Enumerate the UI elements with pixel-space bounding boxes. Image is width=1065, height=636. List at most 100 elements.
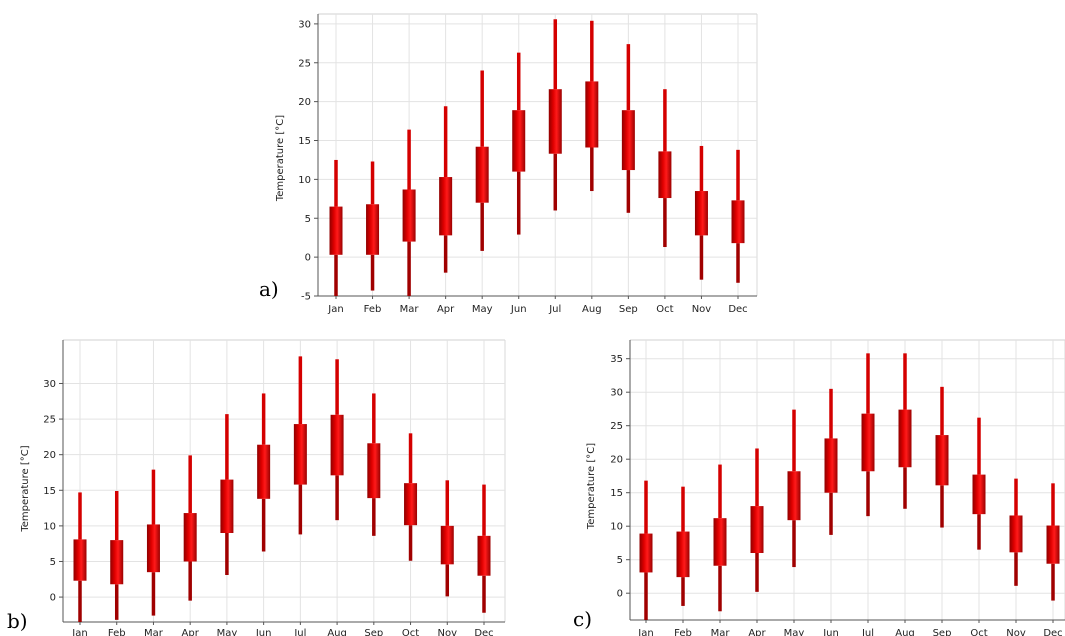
- y-tick-label: 25: [298, 58, 311, 69]
- x-tick-label: Jun: [822, 628, 839, 636]
- x-tick-label: Jan: [637, 628, 653, 636]
- y-tick-label: 5: [617, 555, 623, 566]
- box-oct: [972, 474, 986, 515]
- x-tick-label: Oct: [656, 304, 673, 315]
- x-tick-label: May: [784, 628, 805, 636]
- box-sep: [367, 443, 381, 499]
- box-apr: [183, 513, 197, 562]
- x-tick-label: Sep: [619, 304, 638, 315]
- x-tick-label: Aug: [895, 628, 915, 636]
- x-tick-label: Dec: [474, 628, 493, 636]
- x-tick-label: Jul: [861, 628, 874, 636]
- box-dec: [731, 200, 745, 244]
- box-jun: [824, 438, 838, 493]
- y-tick-label: 10: [298, 175, 311, 186]
- x-tick-label: Dec: [1043, 628, 1062, 636]
- x-tick-label: Jun: [255, 628, 272, 636]
- y-tick-label: 0: [50, 593, 56, 604]
- box-oct: [404, 483, 418, 526]
- y-tick-label: -5: [301, 292, 311, 303]
- box-mar: [146, 524, 160, 573]
- y-tick-label: 15: [298, 136, 311, 147]
- chart-panel-b: 0 5 10 15 20 25 30 Temperature [°C] Jan Feb Mar Apr…: [7, 339, 506, 636]
- y-tick-label: 20: [610, 455, 623, 466]
- box-dec: [477, 535, 491, 576]
- box-nov: [1009, 515, 1023, 553]
- x-tick-label: Mar: [400, 304, 420, 315]
- y-tick-label: 25: [43, 415, 56, 426]
- x-tick-label: Nov: [438, 628, 458, 636]
- y-tick-label: 20: [298, 97, 311, 108]
- x-tick-label: Aug: [582, 304, 602, 315]
- x-tick-label: Dec: [728, 304, 747, 315]
- y-tick-label: 5: [50, 557, 56, 568]
- x-tick-label: Nov: [1006, 628, 1026, 636]
- y-tick-label: 25: [610, 421, 623, 432]
- panel-label: b): [7, 609, 28, 633]
- y-tick-label: 10: [610, 522, 623, 533]
- x-tick-label: Apr: [748, 628, 766, 636]
- x-tick-label: Jan: [327, 304, 343, 315]
- y-tick-label: 0: [617, 589, 623, 600]
- y-tick-label: 10: [43, 521, 56, 532]
- x-tick-label: Feb: [674, 628, 692, 636]
- box-apr: [439, 177, 453, 236]
- y-tick-label: 15: [610, 488, 623, 499]
- y-tick-label: 30: [298, 19, 311, 30]
- x-tick-label: Aug: [327, 628, 347, 636]
- x-tick-label: May: [472, 304, 493, 315]
- y-axis-label: Temperature [°C]: [586, 443, 597, 530]
- box-may: [787, 471, 801, 521]
- y-tick-label: 30: [43, 379, 56, 390]
- chart-panel-c: 0 5 10 15 20 25 30 35 Temperature [°C] Jan Feb Mar A…: [573, 339, 1065, 636]
- y-tick-label: 0: [305, 253, 311, 264]
- x-tick-label: Apr: [437, 304, 455, 315]
- box-mar: [713, 518, 727, 566]
- box-nov: [440, 525, 454, 565]
- y-tick-label: 20: [43, 450, 56, 461]
- x-tick-label: Oct: [970, 628, 987, 636]
- box-jul: [548, 89, 562, 154]
- x-tick-label: Jan: [71, 628, 87, 636]
- box-jun: [512, 110, 526, 172]
- panel-label: a): [259, 277, 279, 301]
- x-tick-label: Feb: [108, 628, 126, 636]
- panel-label: c): [573, 607, 592, 631]
- x-tick-label: Nov: [692, 304, 712, 315]
- chart-panel-a: -5 0 5 10 15 20 25 30 Temperature [°C] Jan Feb Mar A…: [259, 13, 758, 315]
- box-jun: [257, 444, 271, 499]
- y-tick-label: 15: [43, 486, 56, 497]
- x-tick-label: Sep: [933, 628, 952, 636]
- y-tick-label: 30: [610, 388, 623, 399]
- x-tick-label: Apr: [182, 628, 200, 636]
- x-tick-label: Sep: [364, 628, 383, 636]
- box-mar: [402, 189, 416, 242]
- box-feb: [110, 540, 124, 585]
- box-aug: [585, 81, 599, 148]
- box-jul: [861, 413, 875, 472]
- box-jan: [329, 206, 343, 255]
- x-tick-label: Mar: [144, 628, 164, 636]
- box-aug: [330, 414, 344, 476]
- box-jul: [293, 424, 307, 485]
- x-tick-label: May: [217, 628, 238, 636]
- x-tick-label: Jul: [293, 628, 306, 636]
- y-axis-label: Temperature [°C]: [275, 115, 286, 202]
- y-tick-label: 35: [610, 354, 623, 365]
- x-tick-label: Oct: [402, 628, 419, 636]
- box-sep: [935, 435, 949, 486]
- box-jan: [73, 539, 87, 581]
- box-sep: [621, 110, 635, 171]
- box-feb: [676, 531, 690, 578]
- x-tick-label: Mar: [711, 628, 731, 636]
- box-aug: [898, 409, 912, 468]
- x-tick-label: Jun: [510, 304, 527, 315]
- box-may: [475, 146, 489, 203]
- box-apr: [750, 506, 764, 553]
- box-may: [220, 479, 234, 533]
- box-feb: [366, 204, 380, 255]
- box-nov: [694, 191, 708, 236]
- box-oct: [658, 151, 672, 199]
- box-jan: [639, 533, 653, 573]
